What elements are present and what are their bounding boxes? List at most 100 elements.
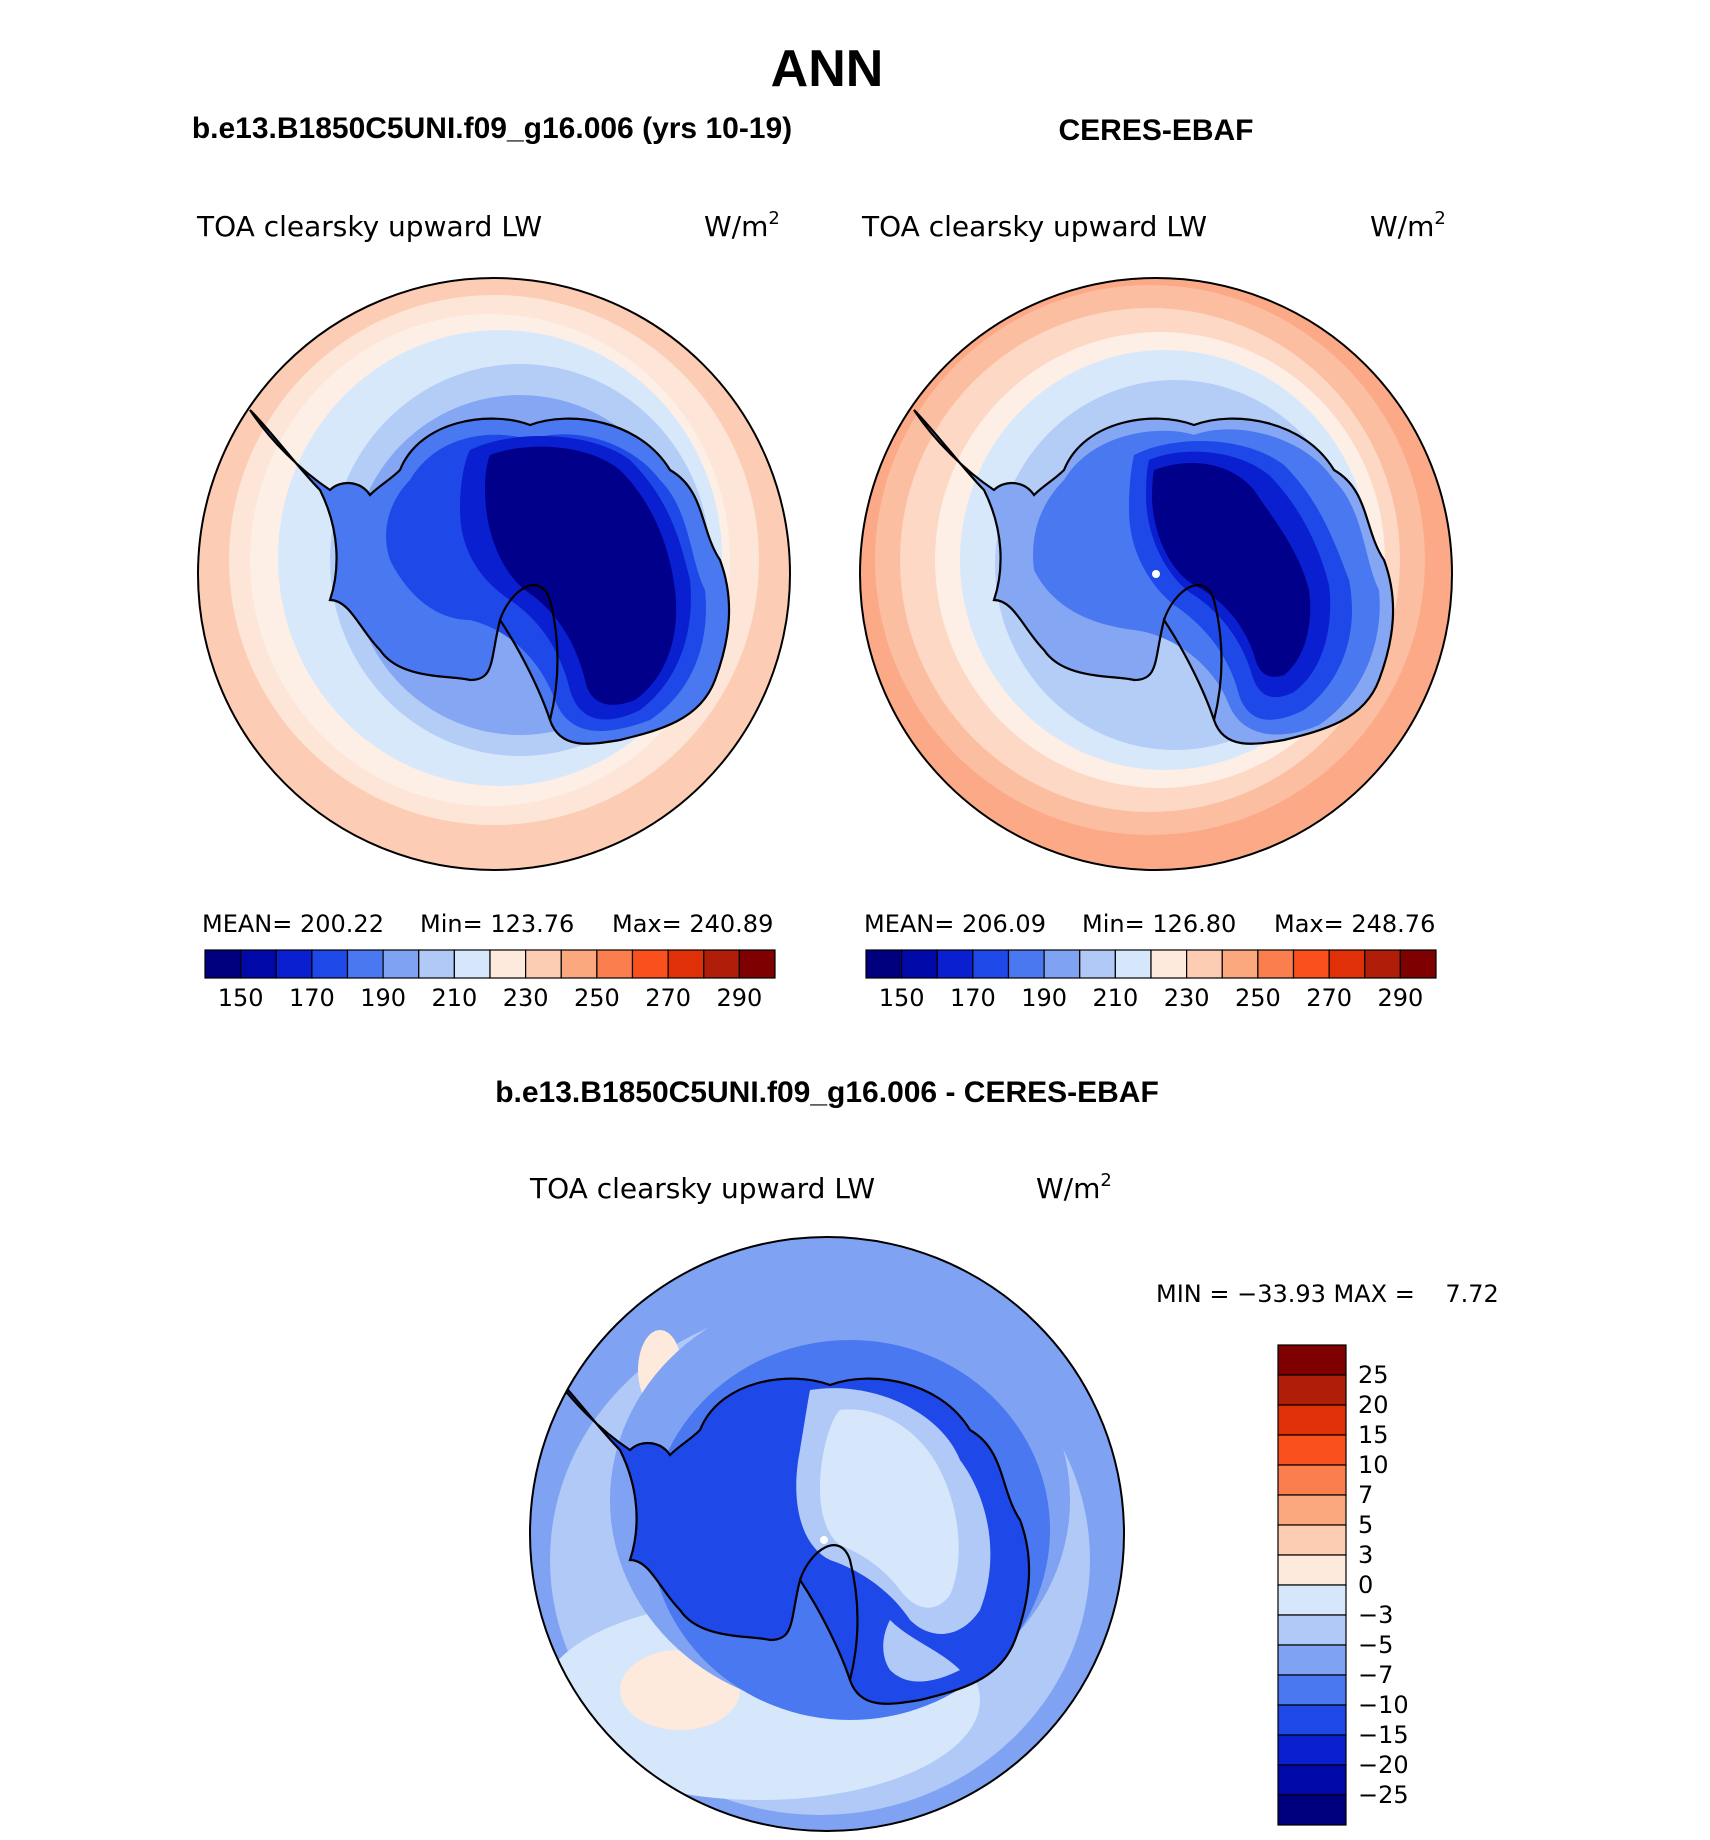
- panel-b-mean: MEAN= 206.09: [864, 910, 1046, 938]
- panel-a-units: W/m2: [704, 208, 780, 243]
- colorbar-difference-tick-label: 10: [1358, 1451, 1389, 1479]
- panel-b-heading: CERES-EBAF: [1058, 114, 1253, 147]
- panel-b-min: Min= 126.80: [1082, 910, 1236, 938]
- figure-title: ANN: [771, 40, 884, 98]
- colorbar-difference-tick-label: 7: [1358, 1481, 1373, 1509]
- colorbar-difference-swatch: [1277, 1524, 1347, 1556]
- colorbar-difference-swatch: [1277, 1584, 1347, 1616]
- colorbar-model-tick-label: 290: [716, 984, 762, 1012]
- panel-a-variable: TOA clearsky upward LW: [196, 210, 542, 243]
- panel-a-heading: b.e13.B1850C5UNI.f09_g16.006 (yrs 10-19): [192, 112, 792, 145]
- colorbar-model-swatch: [703, 949, 740, 979]
- colorbar-difference-tick-label: 20: [1358, 1391, 1389, 1419]
- colorbar-difference-tick-label: 0: [1358, 1571, 1373, 1599]
- colorbar-difference-swatch: [1277, 1704, 1347, 1736]
- colorbar-obs-swatch: [1007, 949, 1045, 979]
- colorbar-difference-tick-label: 3: [1358, 1541, 1373, 1569]
- panel-a-max: Max= 240.89: [612, 910, 773, 938]
- colorbar-obs-swatch: [1043, 949, 1081, 979]
- colorbar-obs-swatch: [1150, 949, 1188, 979]
- colorbar-obs-swatch: [1114, 949, 1152, 979]
- colorbar-difference-tick-label: 5: [1358, 1511, 1373, 1539]
- colorbar-obs-swatch: [1328, 949, 1366, 979]
- panel-c-units: W/m2: [1036, 1170, 1112, 1205]
- colorbar-obs: 150 170 190 210 230 250 270 290: [865, 949, 1437, 1012]
- colorbar-obs-swatch: [1292, 949, 1330, 979]
- panel-a-min: Min= 123.76: [420, 910, 574, 938]
- colorbar-model-swatch: [204, 949, 242, 979]
- panel-b-variable: TOA clearsky upward LW: [861, 210, 1207, 243]
- colorbar-model-tick-label: 170: [289, 984, 335, 1012]
- colorbar-difference-swatch: [1277, 1374, 1347, 1406]
- panel-b-max: Max= 248.76: [1274, 910, 1435, 938]
- panel-a-mean: MEAN= 200.22: [202, 910, 384, 938]
- colorbar-model: 150 170 190 210 230 250 270 290: [204, 949, 776, 1012]
- colorbar-difference-swatch: [1277, 1764, 1347, 1796]
- panel-a-map: [197, 277, 791, 871]
- panel-c-heading: b.e13.B1850C5UNI.f09_g16.006 - CERES-EBA…: [495, 1076, 1159, 1109]
- colorbar-model-swatch: [596, 949, 634, 979]
- panel-c-variable: TOA clearsky upward LW: [529, 1172, 875, 1205]
- colorbar-difference-tick-label: −7: [1358, 1661, 1393, 1689]
- colorbar-difference-swatch: [1277, 1554, 1347, 1586]
- colorbar-difference-tick-label: −20: [1358, 1751, 1409, 1779]
- colorbar-obs-swatch: [1186, 949, 1223, 979]
- colorbar-obs-swatch: [936, 949, 974, 979]
- colorbar-model-swatch: [382, 949, 420, 979]
- colorbar-difference-swatch: [1277, 1494, 1347, 1526]
- colorbar-difference-tick-label: −5: [1358, 1631, 1393, 1659]
- colorbar-difference-tick-label: −3: [1358, 1601, 1393, 1629]
- colorbar-obs-swatch: [865, 949, 903, 979]
- colorbar-model-swatch: [489, 949, 527, 979]
- colorbar-difference-swatch: [1277, 1464, 1347, 1496]
- colorbar-difference-swatch: [1277, 1644, 1347, 1676]
- colorbar-difference-tick-label: −15: [1358, 1721, 1409, 1749]
- colorbar-obs-swatch: [1221, 949, 1259, 979]
- colorbar-model-swatch: [346, 949, 384, 979]
- colorbar-model-tick-label: 250: [574, 984, 620, 1012]
- colorbar-obs-tick-label: 290: [1377, 984, 1423, 1012]
- colorbar-obs-swatch: [1399, 949, 1437, 979]
- colorbar-model-swatch: [667, 949, 705, 979]
- colorbar-obs-tick-label: 250: [1235, 984, 1281, 1012]
- colorbar-difference-swatch: [1277, 1344, 1347, 1376]
- colorbar-obs-swatch: [901, 949, 938, 979]
- colorbar-model-tick-label: 230: [503, 984, 549, 1012]
- colorbar-model-tick-label: 210: [431, 984, 477, 1012]
- colorbar-obs-tick-label: 230: [1164, 984, 1210, 1012]
- colorbar-model-tick-label: 190: [360, 984, 406, 1012]
- colorbar-model-swatch: [240, 949, 277, 979]
- colorbar-model-swatch: [525, 949, 562, 979]
- colorbar-obs-swatch: [1364, 949, 1401, 979]
- colorbar-difference-swatch: [1277, 1434, 1347, 1466]
- panel-c-minmax: MIN = −33.93 MAX = 7.72: [1156, 1280, 1499, 1308]
- colorbar-obs-tick-label: 150: [879, 984, 925, 1012]
- colorbar-difference-swatch: [1277, 1404, 1347, 1436]
- colorbar-model-tick-label: 150: [218, 984, 264, 1012]
- colorbar-model-swatch: [418, 949, 455, 979]
- colorbar-model-swatch: [560, 949, 598, 979]
- panel-b-map: [859, 277, 1453, 871]
- colorbar-difference-swatch: [1277, 1794, 1347, 1826]
- panel-b-units: W/m2: [1370, 208, 1446, 243]
- colorbar-difference-tick-label: 15: [1358, 1421, 1389, 1449]
- colorbar-obs-tick-label: 210: [1092, 984, 1138, 1012]
- colorbar-difference-tick-label: −25: [1358, 1781, 1409, 1809]
- colorbar-model-swatch: [738, 949, 776, 979]
- colorbar-difference-tick-label: −10: [1358, 1691, 1409, 1719]
- colorbar-model-swatch: [311, 949, 349, 979]
- colorbar-difference-tick-label: 25: [1358, 1361, 1389, 1389]
- colorbar-obs-swatch: [972, 949, 1010, 979]
- colorbar-obs-tick-label: 190: [1021, 984, 1067, 1012]
- colorbar-obs-tick-label: 270: [1306, 984, 1352, 1012]
- colorbar-difference-swatch: [1277, 1614, 1347, 1646]
- colorbar-difference-swatch: [1277, 1734, 1347, 1766]
- colorbar-difference-swatch: [1277, 1674, 1347, 1706]
- panel-c-map: [529, 1236, 1125, 1832]
- colorbar-model-tick-label: 270: [645, 984, 691, 1012]
- colorbar-obs-tick-label: 170: [950, 984, 996, 1012]
- colorbar-obs-swatch: [1079, 949, 1116, 979]
- colorbar-model-swatch: [275, 949, 313, 979]
